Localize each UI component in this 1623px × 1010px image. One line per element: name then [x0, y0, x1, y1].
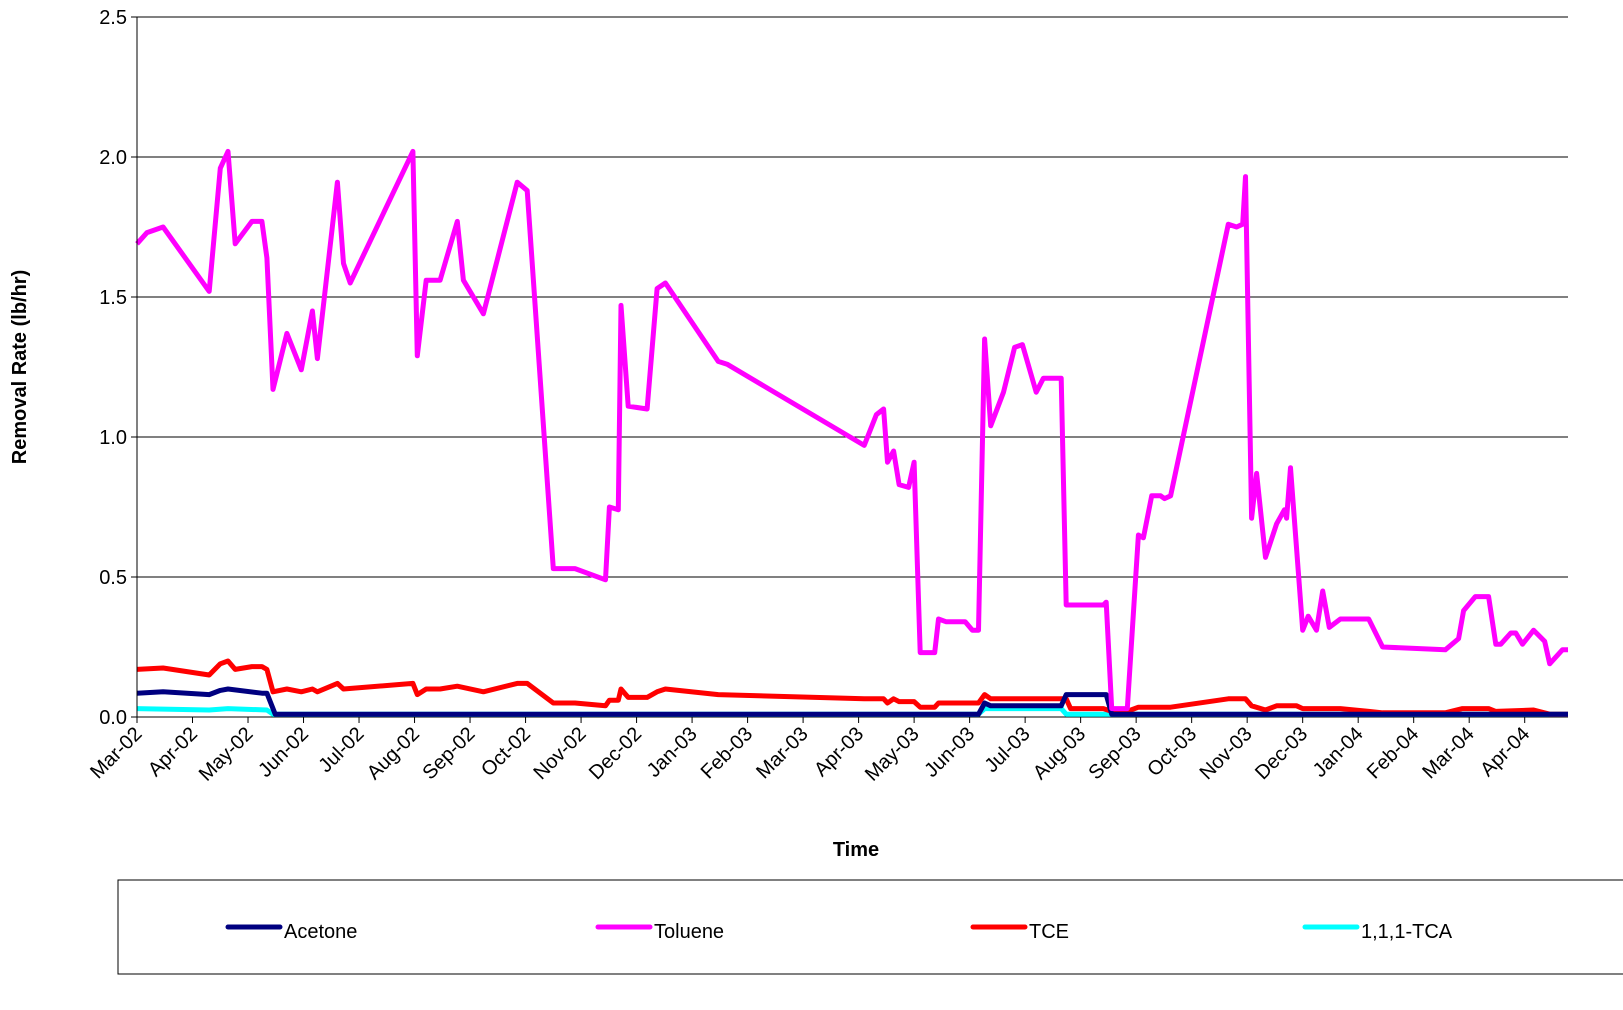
legend-box — [117, 879, 1623, 975]
legend-label: Acetone — [284, 921, 357, 943]
y-tick-label: 0.5 — [99, 567, 127, 589]
y-tick-label: 0.0 — [99, 707, 127, 729]
y-tick-label: 1.0 — [99, 427, 127, 449]
y-axis-title: Removal Rate (lb/hr) — [9, 270, 31, 464]
y-tick-label: 1.5 — [99, 287, 127, 309]
data-line — [136, 658, 1568, 717]
y-tick-label: 2.5 — [99, 7, 127, 29]
legend-label: TCE — [1029, 921, 1069, 943]
x-axis-title: Time — [833, 839, 879, 861]
data-line — [135, 148, 1568, 712]
y-tick-label: 2.0 — [99, 147, 127, 169]
legend-label: Toluene — [654, 921, 724, 943]
legend-label: 1,1,1-TCA — [1361, 921, 1453, 943]
data-line — [136, 686, 1568, 717]
